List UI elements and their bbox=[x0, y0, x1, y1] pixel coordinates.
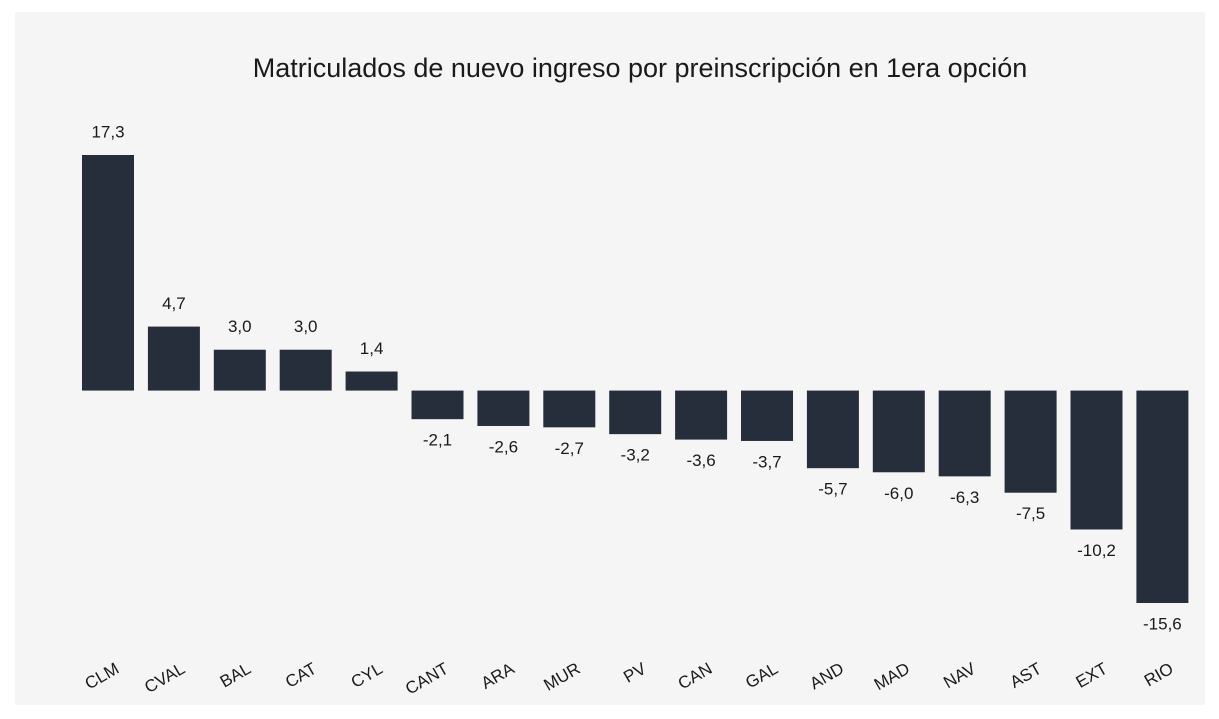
bar bbox=[609, 390, 662, 435]
bar bbox=[411, 390, 464, 420]
bar bbox=[675, 390, 728, 440]
value-label: -5,7 bbox=[818, 480, 847, 499]
bar bbox=[213, 349, 266, 391]
value-label: 3,0 bbox=[228, 317, 252, 336]
value-label: -2,1 bbox=[423, 431, 452, 450]
value-label: -3,6 bbox=[686, 451, 715, 470]
value-label: -7,5 bbox=[1016, 504, 1045, 523]
value-label: -15,6 bbox=[1143, 614, 1182, 633]
value-label: 1,4 bbox=[360, 339, 384, 358]
value-label: 4,7 bbox=[162, 294, 186, 313]
value-label: -3,2 bbox=[621, 446, 650, 465]
value-label: -6,0 bbox=[884, 484, 913, 503]
value-label: 3,0 bbox=[294, 317, 318, 336]
bar bbox=[279, 349, 332, 391]
bar bbox=[806, 390, 859, 469]
bar bbox=[82, 155, 134, 391]
bar bbox=[741, 390, 793, 441]
bar bbox=[872, 390, 925, 473]
bar bbox=[477, 390, 530, 426]
bar bbox=[1004, 390, 1057, 493]
value-label: 17,3 bbox=[91, 122, 124, 141]
chart-background bbox=[15, 12, 1205, 705]
bar bbox=[938, 390, 991, 477]
value-label: -6,3 bbox=[950, 488, 979, 507]
bar bbox=[1070, 390, 1123, 530]
bar bbox=[1136, 390, 1189, 603]
value-label: -2,6 bbox=[489, 437, 518, 456]
value-label: -2,7 bbox=[555, 439, 584, 458]
bar bbox=[543, 390, 596, 428]
bar bbox=[147, 326, 200, 391]
bar bbox=[345, 371, 398, 391]
value-label: -10,2 bbox=[1077, 541, 1116, 560]
value-label: -3,7 bbox=[752, 452, 781, 471]
chart-title: Matriculados de nuevo ingreso por preins… bbox=[253, 53, 1027, 83]
